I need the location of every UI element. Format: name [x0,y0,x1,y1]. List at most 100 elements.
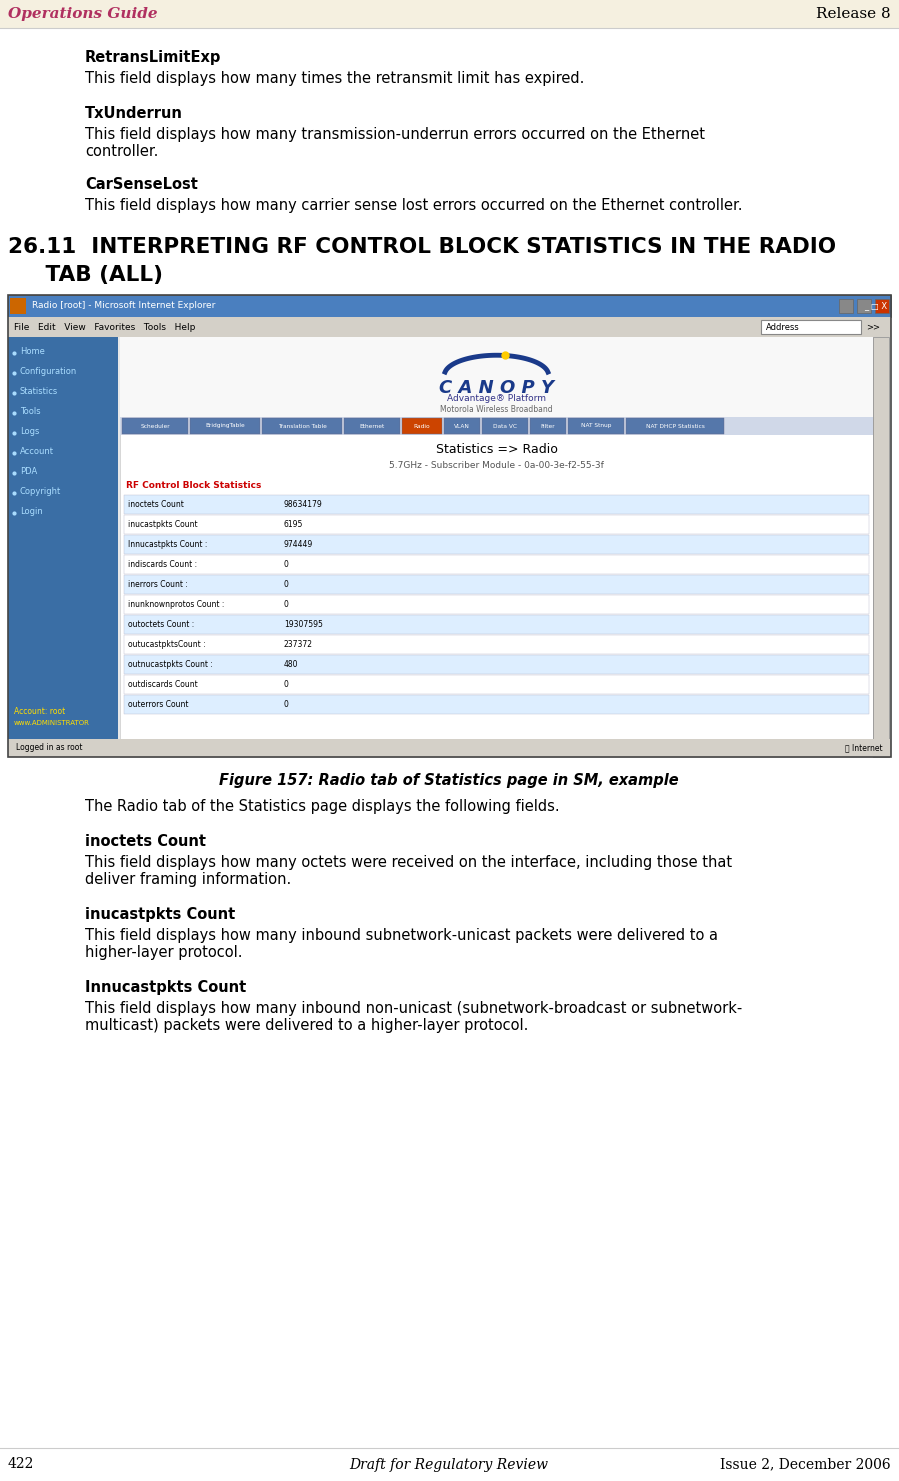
Text: deliver framing information.: deliver framing information. [85,872,291,887]
FancyBboxPatch shape [568,418,624,434]
FancyBboxPatch shape [262,418,342,434]
Text: Ethernet: Ethernet [360,424,385,428]
Text: inoctets Count: inoctets Count [85,834,206,849]
FancyBboxPatch shape [875,299,889,312]
Text: inerrors Count :: inerrors Count : [128,581,188,589]
FancyBboxPatch shape [402,418,442,434]
Text: PDA: PDA [20,467,37,475]
FancyBboxPatch shape [761,320,861,335]
FancyBboxPatch shape [530,418,566,434]
Text: indiscards Count :: indiscards Count : [128,560,197,569]
Text: _ □ X: _ □ X [864,302,887,311]
Text: inunknownprotos Count :: inunknownprotos Count : [128,600,225,609]
Text: multicast) packets were delivered to a higher-layer protocol.: multicast) packets were delivered to a h… [85,1017,529,1034]
FancyBboxPatch shape [124,695,869,714]
Text: BridgingTable: BridgingTable [205,424,245,428]
Text: This field displays how many transmission-underrun errors occurred on the Ethern: This field displays how many transmissio… [85,127,705,142]
Text: Radio: Radio [414,424,431,428]
Text: Innucastpkts Count: Innucastpkts Count [85,980,246,995]
Text: Filter: Filter [540,424,556,428]
Text: 19307595: 19307595 [284,621,323,629]
Text: This field displays how many inbound subnetwork-unicast packets were delivered t: This field displays how many inbound sub… [85,929,718,943]
Text: 0: 0 [284,600,289,609]
FancyBboxPatch shape [8,295,891,317]
Text: This field displays how many times the retransmit limit has expired.: This field displays how many times the r… [85,71,584,86]
FancyBboxPatch shape [0,0,899,28]
FancyBboxPatch shape [124,595,869,615]
Text: Configuration: Configuration [20,367,77,376]
Text: VLAN: VLAN [454,424,470,428]
Text: 26.11  INTERPRETING RF CONTROL BLOCK STATISTICS IN THE RADIO: 26.11 INTERPRETING RF CONTROL BLOCK STAT… [8,237,836,258]
Text: 🌐 Internet: 🌐 Internet [845,743,883,752]
Text: controller.: controller. [85,144,158,158]
FancyBboxPatch shape [8,317,891,338]
Text: inoctets Count: inoctets Count [128,501,184,509]
Text: File   Edit   View   Favorites   Tools   Help: File Edit View Favorites Tools Help [14,323,195,332]
Text: Statistics => Radio: Statistics => Radio [435,443,557,456]
FancyBboxPatch shape [8,739,891,757]
Text: 0: 0 [284,560,289,569]
FancyBboxPatch shape [626,418,724,434]
Text: Logged in as root: Logged in as root [16,743,83,752]
Text: This field displays how many octets were received on the interface, including th: This field displays how many octets were… [85,855,732,869]
Text: >>: >> [866,323,880,332]
Text: Tools: Tools [20,407,40,416]
FancyBboxPatch shape [8,338,118,757]
Text: 422: 422 [8,1457,34,1472]
FancyBboxPatch shape [10,298,26,314]
FancyBboxPatch shape [190,418,260,434]
FancyBboxPatch shape [344,418,400,434]
Text: NAT Stnup: NAT Stnup [581,424,611,428]
Text: inucastpkts Count: inucastpkts Count [85,906,236,923]
Text: RF Control Block Statistics: RF Control Block Statistics [126,481,262,490]
Text: RetransLimitExp: RetransLimitExp [85,50,221,65]
FancyBboxPatch shape [444,418,480,434]
Text: Login: Login [20,507,43,515]
Text: 5.7GHz - Subscriber Module - 0a-00-3e-f2-55-3f: 5.7GHz - Subscriber Module - 0a-00-3e-f2… [389,461,604,469]
FancyBboxPatch shape [122,418,188,434]
Text: The Radio tab of the Statistics page displays the following fields.: The Radio tab of the Statistics page dis… [85,800,559,815]
Text: 98634179: 98634179 [284,501,323,509]
Text: Statistics: Statistics [20,387,58,395]
Text: Account: Account [20,447,54,456]
Text: Logs: Logs [20,427,40,435]
Text: Innucastpkts Count :: Innucastpkts Count : [128,541,208,549]
FancyBboxPatch shape [120,418,873,435]
Text: Motorola Wireless Broadband: Motorola Wireless Broadband [441,404,553,415]
Text: outoctets Count :: outoctets Count : [128,621,194,629]
Text: C A N O P Y: C A N O P Y [439,379,554,397]
Text: outdiscards Count: outdiscards Count [128,680,198,689]
Text: higher-layer protocol.: higher-layer protocol. [85,945,243,960]
FancyBboxPatch shape [124,535,869,554]
Text: Account: root: Account: root [14,706,66,715]
FancyBboxPatch shape [8,338,891,757]
Text: Data VC: Data VC [493,424,517,428]
Text: Issue 2, December 2006: Issue 2, December 2006 [720,1457,891,1472]
Text: This field displays how many inbound non-unicast (subnetwork-broadcast or subnet: This field displays how many inbound non… [85,1001,743,1016]
FancyBboxPatch shape [124,675,869,695]
Text: Address: Address [766,323,800,332]
Text: Draft for Regulatory Review: Draft for Regulatory Review [350,1457,548,1472]
Text: 0: 0 [284,680,289,689]
Text: Scheduler: Scheduler [140,424,170,428]
FancyBboxPatch shape [873,338,889,757]
Text: outerrors Count: outerrors Count [128,701,189,709]
FancyBboxPatch shape [120,338,873,418]
Text: inucastpkts Count: inucastpkts Count [128,520,198,529]
Text: Release 8: Release 8 [816,7,891,21]
FancyBboxPatch shape [124,495,869,514]
Text: Operations Guide: Operations Guide [8,7,157,21]
FancyBboxPatch shape [124,655,869,674]
Text: outnucastpkts Count :: outnucastpkts Count : [128,661,213,669]
Text: This field displays how many carrier sense lost errors occurred on the Ethernet : This field displays how many carrier sen… [85,198,743,213]
Text: Advantage® Platform: Advantage® Platform [447,394,546,403]
FancyBboxPatch shape [839,299,853,312]
FancyBboxPatch shape [124,635,869,655]
Text: outucastpktsCount :: outucastpktsCount : [128,640,206,649]
Text: Figure 157: Radio tab of Statistics page in SM, example: Figure 157: Radio tab of Statistics page… [219,773,679,788]
Text: 6195: 6195 [284,520,303,529]
Text: CarSenseLost: CarSenseLost [85,178,198,193]
Text: Copyright: Copyright [20,487,61,496]
FancyBboxPatch shape [124,615,869,634]
FancyBboxPatch shape [124,515,869,535]
